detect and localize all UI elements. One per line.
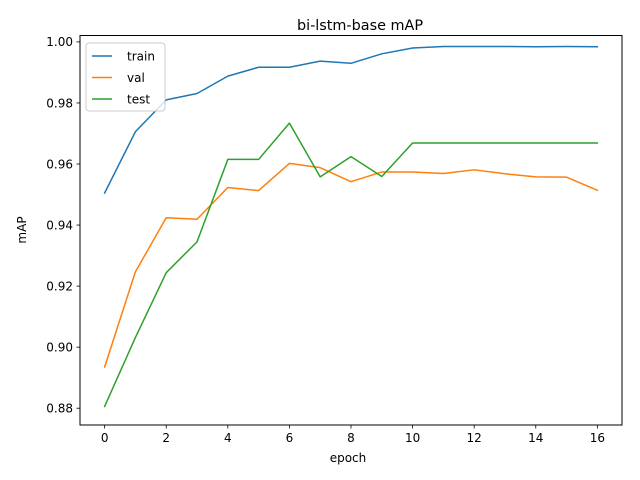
series-line-test: [103, 122, 599, 408]
legend-box: [85, 42, 166, 112]
y-tick-label: 0.92: [46, 279, 73, 293]
y-axis-label: mAP: [15, 216, 29, 243]
x-tick-label: 12: [467, 431, 482, 445]
x-tick-label: 10: [405, 431, 420, 445]
y-tick-label: 0.90: [46, 340, 73, 354]
series-line-train: [103, 45, 599, 195]
x-tick-label: 14: [528, 431, 543, 445]
x-tick-label: 2: [162, 431, 170, 445]
series-line-val: [103, 162, 599, 368]
x-tick-label: 6: [286, 431, 294, 445]
x-tick-label: 4: [224, 431, 232, 445]
y-axis: 0.88 0.90 0.92 0.94 0.96 0.98 1.00: [46, 35, 80, 416]
legend-label-val: val: [127, 71, 145, 85]
x-axis-label: epoch: [330, 451, 367, 465]
y-tick-label: 1.00: [46, 35, 73, 49]
y-tick-label: 0.94: [46, 218, 73, 232]
y-tick-label: 0.98: [46, 96, 73, 110]
x-tick-label: 0: [101, 431, 109, 445]
chart-title: bi-lstm-base mAP: [297, 18, 423, 34]
legend: train val test: [85, 42, 166, 112]
x-tick-label: 16: [590, 431, 605, 445]
x-axis: 0 2 4 6 8 10 12 14 16: [101, 425, 605, 445]
y-tick-label: 0.96: [46, 157, 73, 171]
y-tick-label: 0.88: [46, 402, 73, 416]
plot-area: [103, 45, 599, 408]
legend-label-test: test: [127, 92, 150, 106]
x-tick-label: 8: [347, 431, 355, 445]
legend-label-train: train: [127, 49, 155, 63]
